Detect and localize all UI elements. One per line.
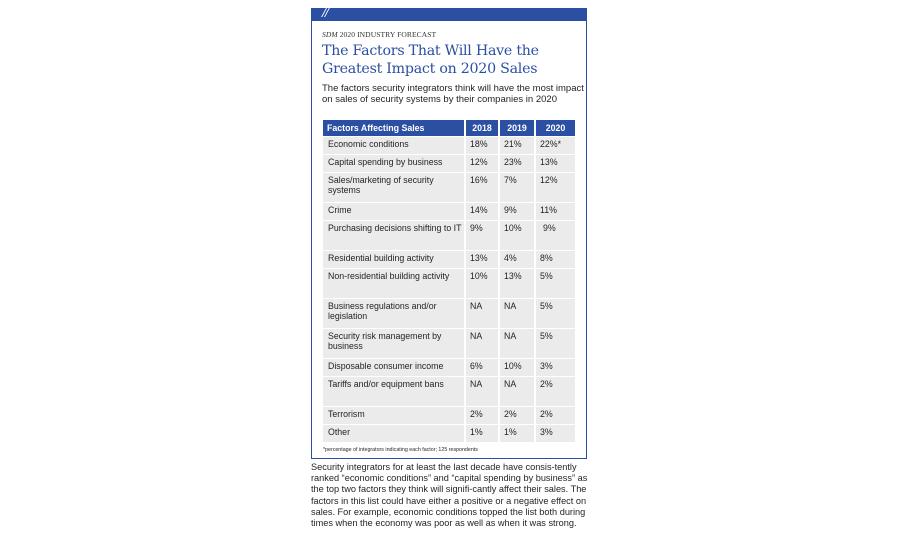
factor-cell: Sales/marketing of security systems (323, 172, 466, 203)
value-2018-cell: NA (465, 376, 500, 407)
factors-table: Factors Affecting Sales 2018 2019 2020 E… (323, 120, 575, 442)
column-header-factor: Factors Affecting Sales (323, 120, 466, 137)
factor-cell: Terrorism (323, 406, 466, 425)
value-2020-cell: 3% (535, 424, 575, 442)
table-header-row: Factors Affecting Sales 2018 2019 2020 (323, 120, 575, 137)
value-2020-cell: 3% (535, 358, 575, 377)
kicker-label: SDM 2020 INDUSTRY FORECAST (322, 30, 436, 39)
value-2019-cell: 10% (499, 358, 536, 377)
value-2019-cell: 4% (499, 250, 536, 269)
factor-cell: Business regulations and/or legislation (323, 298, 466, 329)
value-2019-cell: NA (499, 376, 536, 407)
factor-cell: Residential building activity (323, 250, 466, 269)
column-header-2019: 2019 (499, 120, 536, 137)
value-2019-cell: 9% (499, 202, 536, 221)
table-row: Sales/marketing of security systems 16% … (323, 172, 575, 203)
table-row: Terrorism 2% 2% 2% (323, 406, 575, 425)
forecast-sidebar-box: // SDM 2020 INDUSTRY FORECAST The Factor… (311, 6, 587, 459)
kicker-text: 2020 INDUSTRY FORECAST (337, 30, 437, 39)
value-2019-cell: 23% (499, 154, 536, 173)
box-title: The Factors That Will Have the Greatest … (322, 43, 539, 77)
factor-cell: Purchasing decisions shifting to IT (323, 220, 466, 251)
table-footnote: *percentage of integrators indicating ea… (323, 447, 478, 453)
factor-cell: Other (323, 424, 466, 442)
value-2019-cell: NA (499, 328, 536, 359)
value-2020-cell: 5% (535, 298, 575, 329)
article-paragraph: Security integrators for at least the la… (311, 462, 588, 529)
table-row: Security risk management by business NA … (323, 328, 575, 359)
factor-cell: Crime (323, 202, 466, 221)
value-2018-cell: 1% (465, 424, 500, 442)
value-2019-cell: 7% (499, 172, 536, 203)
value-2020-cell: 22%* (535, 136, 575, 155)
value-2020-cell: 5% (535, 268, 575, 299)
table-row: Economic conditions 18% 21% 22%* (323, 136, 575, 155)
factor-cell: Security risk management by business (323, 328, 466, 359)
value-2018-cell: NA (465, 298, 500, 329)
table-row: Tariffs and/or equipment bans NA NA 2% (323, 376, 575, 407)
value-2018-cell: 16% (465, 172, 500, 203)
value-2018-cell: 14% (465, 202, 500, 221)
box-subtitle: The factors security integrators think w… (322, 83, 584, 105)
value-2020-cell: 5% (535, 328, 575, 359)
slashes-ornament: // (322, 6, 329, 21)
value-2019-cell: 21% (499, 136, 536, 155)
table-row: Other 1% 1% 3% (323, 424, 575, 442)
value-2019-cell: 10% (499, 220, 536, 251)
table-row: Business regulations and/or legislation … (323, 298, 575, 329)
table-row: Purchasing decisions shifting to IT 9% 1… (323, 220, 575, 251)
value-2020-cell: 12% (535, 172, 575, 203)
value-2020-cell: 8% (535, 250, 575, 269)
value-2019-cell: 1% (499, 424, 536, 442)
value-2020-cell: 11% (535, 202, 575, 221)
value-2018-cell: 2% (465, 406, 500, 425)
table-row: Crime 14% 9% 11% (323, 202, 575, 221)
header-bar: // (312, 6, 586, 21)
value-2018-cell: 6% (465, 358, 500, 377)
value-2019-cell: 2% (499, 406, 536, 425)
factor-cell: Non-residential building activity (323, 268, 466, 299)
factor-cell: Disposable consumer income (323, 358, 466, 377)
value-2018-cell: 12% (465, 154, 500, 173)
value-2018-cell: 18% (465, 136, 500, 155)
value-2018-cell: 9% (465, 220, 500, 251)
factor-cell: Capital spending by business (323, 154, 466, 173)
column-header-2018: 2018 (465, 120, 500, 137)
value-2018-cell: 13% (465, 250, 500, 269)
value-2020-cell: 2% (535, 376, 575, 407)
table-row: Capital spending by business 12% 23% 13% (323, 154, 575, 173)
value-2019-cell: NA (499, 298, 536, 329)
kicker-publication: SDM (322, 30, 338, 39)
value-2018-cell: 10% (465, 268, 500, 299)
table-row: Non-residential building activity 10% 13… (323, 268, 575, 299)
column-header-2020: 2020 (535, 120, 575, 137)
value-2020-cell: 9% (535, 220, 575, 251)
table-row: Residential building activity 13% 4% 8% (323, 250, 575, 269)
value-2020-cell: 13% (535, 154, 575, 173)
value-2020-cell: 2% (535, 406, 575, 425)
value-2019-cell: 13% (499, 268, 536, 299)
table-row: Disposable consumer income 6% 10% 3% (323, 358, 575, 377)
factor-cell: Economic conditions (323, 136, 466, 155)
value-2018-cell: NA (465, 328, 500, 359)
factor-cell: Tariffs and/or equipment bans (323, 376, 466, 407)
